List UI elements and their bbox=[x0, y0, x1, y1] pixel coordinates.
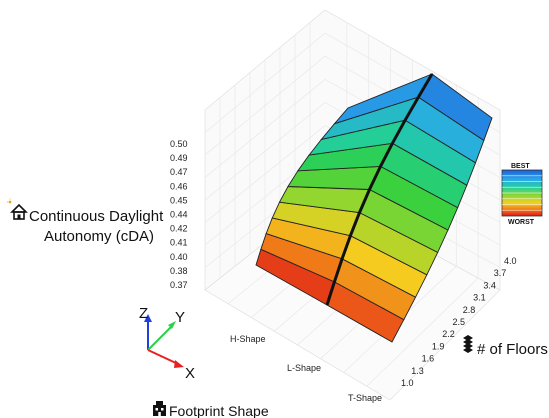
surface-mesh bbox=[255, 73, 493, 343]
footprint-building-icon bbox=[153, 401, 166, 416]
x-axis-label: Footprint Shape bbox=[153, 401, 269, 418]
floors-stack-icon bbox=[463, 335, 473, 353]
z-tick-label: 0.45 bbox=[170, 195, 188, 205]
y-tick-label: 1.3 bbox=[411, 366, 424, 376]
triad-z-label: Z bbox=[139, 305, 148, 322]
z-tick-label: 0.44 bbox=[170, 210, 188, 220]
z-tick-label: 0.41 bbox=[170, 238, 188, 248]
x-axis-label-text: Footprint Shape bbox=[169, 403, 269, 418]
z-axis-label-line1: Continuous Daylight bbox=[29, 208, 164, 225]
surface-ridge bbox=[325, 73, 434, 306]
x-category-label: T-Shape bbox=[348, 393, 382, 403]
y-axis-label: # of Floors bbox=[463, 335, 548, 358]
y-tick-label: 4.0 bbox=[504, 256, 517, 266]
house-sun-icon bbox=[7, 198, 28, 220]
z-tick-label: 0.42 bbox=[170, 224, 188, 234]
y-axis-label-text: # of Floors bbox=[477, 341, 548, 358]
z-axis-label-line2: Autonomy (cDA) bbox=[44, 228, 154, 245]
y-tick-label: 1.6 bbox=[422, 354, 435, 364]
axes-triad: Z Y X bbox=[139, 305, 195, 382]
y-tick-label: 3.4 bbox=[483, 280, 496, 290]
z-tick-label: 0.50 bbox=[170, 139, 188, 149]
triad-x-label: X bbox=[185, 365, 195, 382]
z-tick-label: 0.47 bbox=[170, 167, 188, 177]
z-axis-ticks: 0.37 0.38 0.40 0.41 0.42 0.44 0.45 0.46 0.47 0.49… bbox=[170, 139, 188, 290]
z-tick-label: 0.37 bbox=[170, 280, 188, 290]
triad-y-axis bbox=[147, 325, 173, 351]
color-legend: BEST WORST bbox=[501, 163, 543, 226]
x-category-label: L-Shape bbox=[287, 363, 321, 373]
z-tick-label: 0.40 bbox=[170, 252, 188, 262]
y-tick-label: 3.7 bbox=[494, 268, 507, 278]
x-axis-categories: H-Shape L-Shape T-Shape bbox=[230, 334, 382, 403]
legend-worst-label: WORST bbox=[508, 219, 535, 226]
legend-best-label: BEST bbox=[511, 163, 530, 170]
y-tick-label: 2.5 bbox=[453, 317, 466, 327]
y-tick-label: 2.8 bbox=[463, 305, 476, 315]
z-axis-label: Continuous Daylight Autonomy (cDA) bbox=[7, 198, 164, 245]
y-axis-ticks: 1.0 1.3 1.6 1.9 2.2 2.5 2.8 3.1 3.4 3.7 4.0 bbox=[401, 256, 517, 388]
y-tick-label: 3.1 bbox=[473, 293, 486, 303]
z-tick-label: 0.46 bbox=[170, 181, 188, 191]
z-tick-label: 0.38 bbox=[170, 266, 188, 276]
x-category-label: H-Shape bbox=[230, 334, 266, 344]
triad-y-label: Y bbox=[175, 309, 185, 326]
y-tick-label: 1.9 bbox=[432, 341, 445, 351]
triad-x-axis bbox=[147, 349, 179, 365]
y-tick-label: 1.0 bbox=[401, 378, 414, 388]
z-tick-label: 0.49 bbox=[170, 153, 188, 163]
y-tick-label: 2.2 bbox=[442, 329, 455, 339]
